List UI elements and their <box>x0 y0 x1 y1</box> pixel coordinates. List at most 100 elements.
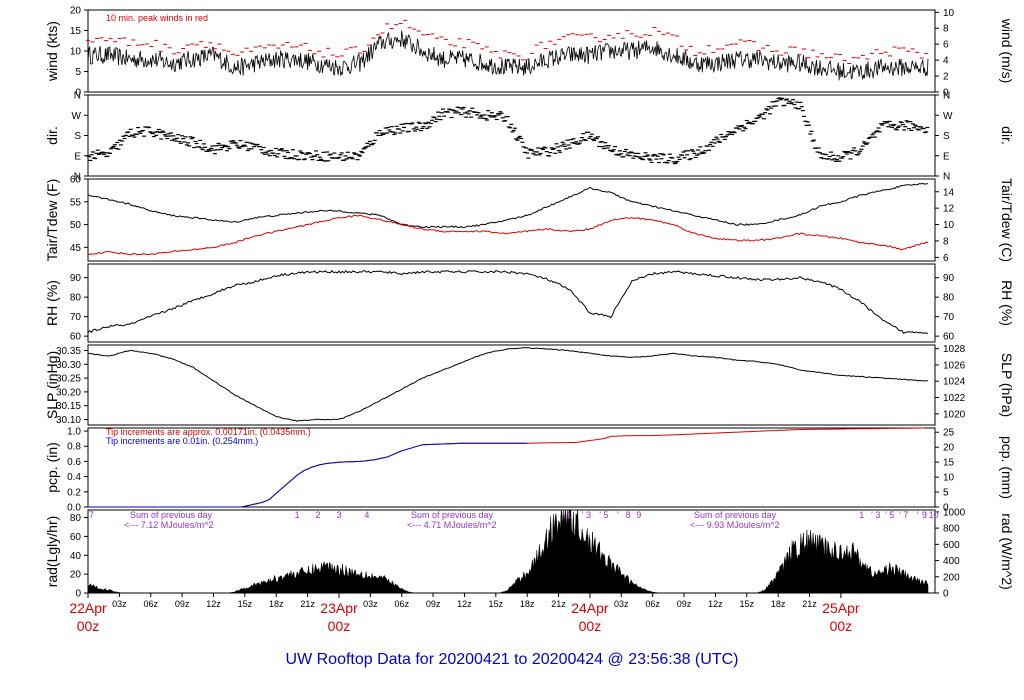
rh-left-axis: 60 70 80 90 <box>70 273 88 343</box>
rad-hour-label: ' 7 <box>899 510 908 520</box>
y-tick-label: 10 <box>70 47 82 58</box>
date-label: 24Apr <box>571 600 609 616</box>
rad-sum-title: Sum of previous day <box>130 510 213 520</box>
x-tick-label: 09z <box>175 599 190 609</box>
y-tick-label: 30.20 <box>56 387 81 398</box>
y-tick-label: 20 <box>70 6 82 17</box>
y-tick-label: E <box>74 151 81 162</box>
y-tick-label: 6 <box>943 253 949 264</box>
y-tick-label: W <box>943 111 953 122</box>
y-tick-label: 0.4 <box>67 472 81 483</box>
x-tick-label: 03z <box>363 599 378 609</box>
rad-sum-value: <--- 9.93 MJoules/m^2 <box>690 520 780 530</box>
y-tick-label: 0 <box>75 589 81 600</box>
temp-left-axis: 45 50 55 60 <box>70 175 88 254</box>
date-time-label: 00z <box>328 618 351 634</box>
y-tick-label: 50 <box>70 220 82 231</box>
rad-sum-title: Sum of previous day <box>694 510 777 520</box>
dir-ylabel-right: dir. <box>999 126 1015 145</box>
x-tick-label: 06z <box>645 599 660 609</box>
slp-right-axis: 1020 1022 1024 1026 1028 <box>935 344 966 420</box>
x-tick-label: 03z <box>112 599 127 609</box>
tair-line <box>87 182 929 229</box>
y-tick-label: 4 <box>943 56 949 67</box>
y-tick-label: 8 <box>943 236 949 247</box>
y-tick-label: S <box>74 131 81 142</box>
dir-ylabel-left: dir. <box>44 126 60 145</box>
y-tick-label: 90 <box>70 273 82 284</box>
y-tick-label: 15 <box>70 26 82 37</box>
y-tick-label: 1028 <box>943 344 966 355</box>
wind-peak-marks <box>86 19 929 64</box>
x-tick-label: 15z <box>238 599 253 609</box>
y-tick-label: 30.25 <box>56 374 81 385</box>
wind-ylabel-left: wind (kts) <box>44 21 60 82</box>
y-tick-label: S <box>943 131 950 142</box>
y-tick-label: 70 <box>70 312 82 323</box>
y-tick-label: 90 <box>943 273 955 284</box>
y-tick-label: 70 <box>943 312 955 323</box>
y-tick-label: 1020 <box>943 409 966 420</box>
y-tick-label: 40 <box>70 551 82 562</box>
x-tick-label: 06z <box>143 599 158 609</box>
y-tick-label: 12 <box>943 204 955 215</box>
date-label: 25Apr <box>822 600 860 616</box>
chart-title: UW Rooftop Data for 20200421 to 20200424… <box>285 651 739 668</box>
x-tick-label: 12z <box>206 599 221 609</box>
y-tick-label: N <box>74 172 81 183</box>
x-tick-label: 21z <box>551 599 566 609</box>
temp-ylabel-left: Tair/Tdew (F) <box>44 179 60 261</box>
x-tick-label: 18z <box>269 599 284 609</box>
rad-hour-label: ' 3 <box>871 510 880 520</box>
y-tick-label: N <box>943 91 950 102</box>
rad-hour-label: 7 <box>89 510 94 520</box>
wind-left-axis: 0 5 10 15 20 <box>70 6 88 99</box>
rad-hour-label: 9 <box>922 510 927 520</box>
y-tick-label: 30.10 <box>56 415 81 426</box>
wind-speed-line <box>87 30 929 81</box>
y-tick-label: 1000 <box>943 507 966 518</box>
y-tick-label: 10 <box>943 8 955 19</box>
rad-sum-title: Sum of previous day <box>411 510 494 520</box>
y-tick-label: 0.6 <box>67 457 81 468</box>
y-tick-label: 0.0 <box>67 503 81 514</box>
y-tick-label: W <box>72 111 82 122</box>
x-tick-label: 06z <box>394 599 409 609</box>
y-tick-label: N <box>943 172 950 183</box>
tdew-line <box>87 214 929 256</box>
rad-hour-label: 9 <box>636 510 641 520</box>
y-tick-label: 20 <box>943 443 955 454</box>
rad-left-axis: 0 20 40 60 80 <box>70 513 88 600</box>
y-tick-label: 0 <box>943 88 949 99</box>
y-tick-label: 55 <box>70 197 82 208</box>
y-tick-label: 2 <box>943 72 949 83</box>
pcp-ylabel-left: pcp. (in) <box>44 442 60 493</box>
y-tick-label: 0 <box>75 88 81 99</box>
pcp-coarse-line <box>88 442 528 508</box>
rad-hour-label: ' <box>917 510 919 520</box>
y-tick-label: 60 <box>70 332 82 343</box>
slp-line <box>87 347 928 422</box>
rad-hour-labels: 7 1 2 3 4 1 ' 3 ' 5 ' 8 9 1 ' 3 ' 5 ' 7 ' 9' 10 <box>89 510 939 520</box>
x-tick-label: 09z <box>426 599 441 609</box>
pcp-ylabel-right: pcp. (mm) <box>999 436 1015 499</box>
x-tick-label: 09z <box>677 599 692 609</box>
y-tick-label: 5 <box>943 488 949 499</box>
slp-left-axis: 30.10 30.15 30.20 30.25 30.30 30.35 <box>56 346 88 426</box>
y-tick-label: 25 <box>943 428 955 439</box>
y-tick-label: 1026 <box>943 360 966 371</box>
pcp-note-fine: Tip increments are approx. 0.00171in. (0… <box>106 427 311 437</box>
rad-hour-label: 8 <box>626 510 631 520</box>
rad-hour-label: 1 <box>295 510 300 520</box>
y-tick-label: 5 <box>75 67 81 78</box>
radiation-area <box>87 509 929 594</box>
y-tick-label: 6 <box>943 40 949 51</box>
panel-frame <box>87 344 936 426</box>
date-time-label: 00z <box>579 618 602 634</box>
rad-hour-label: ' 3 <box>582 510 591 520</box>
panel-frame <box>87 427 936 508</box>
y-tick-label: 45 <box>70 243 82 254</box>
y-tick-label: 30.35 <box>56 346 81 357</box>
